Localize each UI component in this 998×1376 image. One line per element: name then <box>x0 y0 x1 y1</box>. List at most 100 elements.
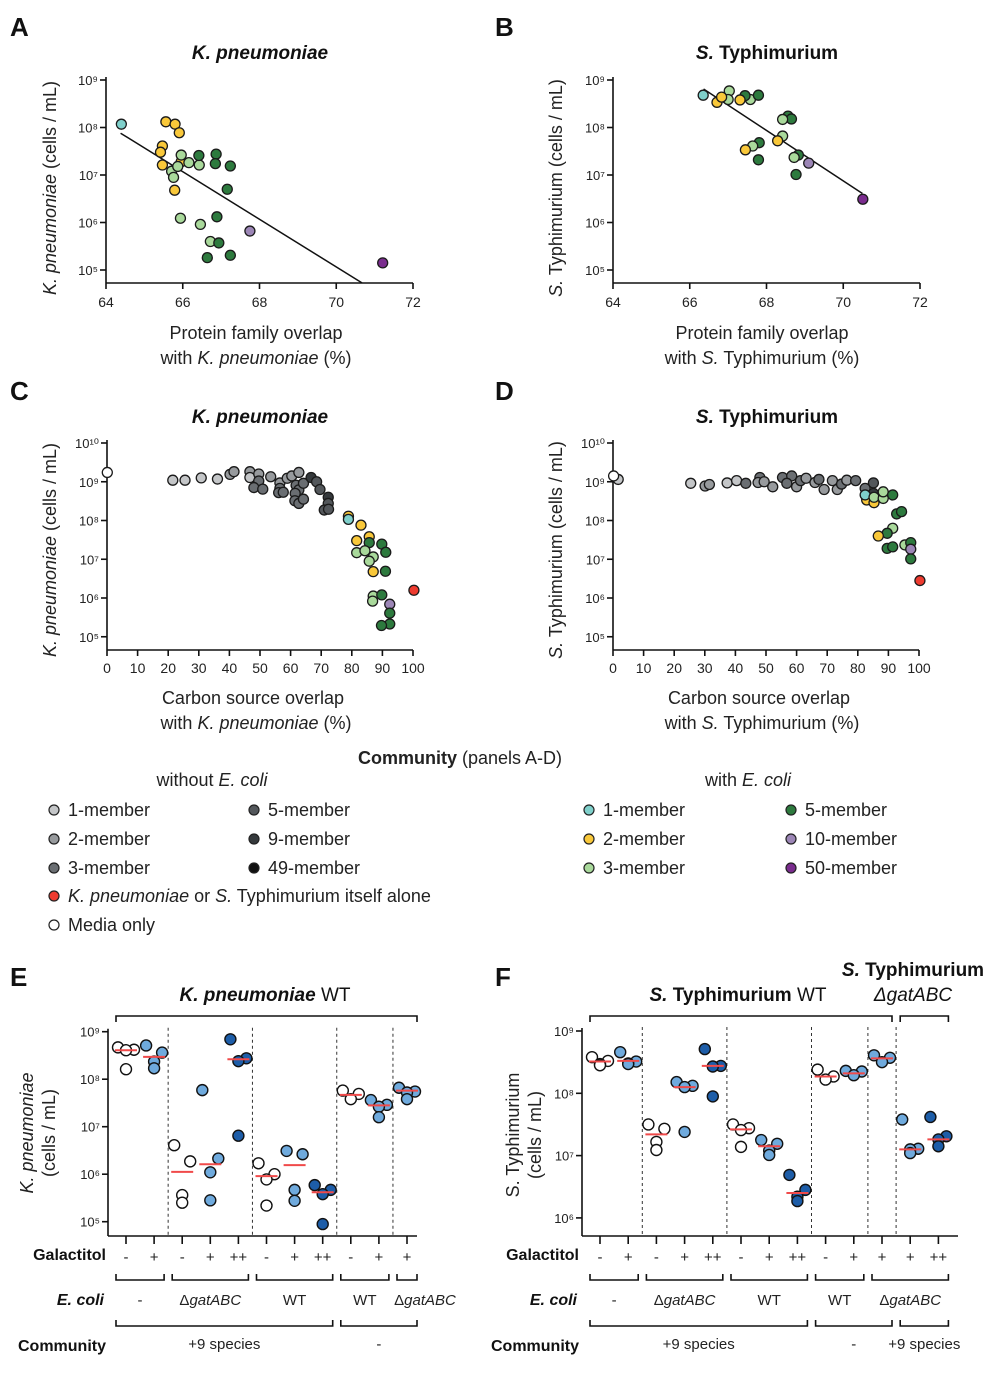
top-bracket <box>115 1015 418 1022</box>
data-point-wo1 <box>685 477 697 489</box>
legend-label-wo5: 5-member <box>268 800 350 820</box>
data-point-light <box>755 1133 768 1147</box>
data-point-open <box>336 1084 349 1097</box>
legend-marker-wo5 <box>248 804 260 816</box>
galactitol-level: + <box>150 1249 159 1266</box>
community-bracket <box>899 1320 950 1327</box>
data-point-dark <box>316 1217 329 1231</box>
data-point-w1 <box>342 513 355 525</box>
legend-label-w5: 5-member <box>805 800 887 820</box>
legend-marker-w50 <box>785 862 797 874</box>
data-point-w2 <box>156 159 169 171</box>
ecoli-bracket <box>730 1274 809 1281</box>
data-point-dark <box>308 1178 321 1192</box>
data-point-w2 <box>351 535 363 547</box>
data-point-w5 <box>376 589 388 601</box>
y-tick-label: 10⁹ <box>80 1025 100 1040</box>
data-point-w3 <box>776 113 789 126</box>
data-point-w3 <box>172 160 184 173</box>
panel-c-xlabel-2: with K. pneumoniae (%) <box>159 713 351 733</box>
data-point-w3 <box>194 218 207 231</box>
ecoli-bracket <box>396 1274 418 1281</box>
x-tick-label: 50 <box>252 660 268 676</box>
data-point-w1 <box>697 89 709 101</box>
y-tick-label: 10⁸ <box>554 1086 574 1101</box>
legend-without-heading: without E. coli <box>155 770 268 790</box>
legend-with-heading: with E. coli <box>704 770 792 790</box>
ecoli-bracket <box>814 1274 865 1281</box>
galactitol-level: ++ <box>704 1249 722 1266</box>
data-point-light <box>288 1183 301 1197</box>
top-bracket <box>899 1015 950 1022</box>
data-point-open <box>585 1050 599 1064</box>
community-label: - <box>376 1336 381 1353</box>
data-point-w2 <box>169 184 181 196</box>
regression-line <box>120 132 363 284</box>
legend-marker-w10 <box>785 833 797 845</box>
y-tick-label: 10⁹ <box>79 475 99 490</box>
data-point-light <box>763 1148 776 1162</box>
data-point-w5 <box>224 249 236 261</box>
data-point-wo2 <box>758 476 770 488</box>
data-point-light <box>372 1110 386 1124</box>
data-point-wo2 <box>228 466 240 478</box>
ecoli-bracket <box>589 1274 639 1281</box>
data-point-wo3 <box>257 483 269 495</box>
data-point-w3 <box>868 491 880 503</box>
data-point-w10 <box>803 157 815 169</box>
data-point-wo2 <box>703 478 716 491</box>
data-point-wo3 <box>740 477 752 489</box>
y-tick-label: 10⁹ <box>585 73 605 88</box>
legend-label-wo2: 2-member <box>68 829 150 849</box>
legend-label-w3: 3-member <box>603 858 685 878</box>
galactitol-level: + <box>206 1249 215 1266</box>
data-point-light <box>896 1113 909 1126</box>
data-point-w5 <box>384 607 396 619</box>
x-tick-label: 30 <box>697 660 713 676</box>
galactitol-level: - <box>348 1249 353 1266</box>
panel-e-ecoli-label: E. coli <box>57 1292 105 1309</box>
data-point-w5 <box>790 168 802 181</box>
data-point-w5 <box>887 541 899 553</box>
legend-marker-w1 <box>583 804 595 816</box>
ecoli-bracket <box>255 1274 334 1281</box>
x-tick-label: 90 <box>375 660 391 676</box>
x-tick-label: 66 <box>682 294 698 310</box>
data-point-w3 <box>175 149 187 161</box>
panel-b-xlabel: Protein family overlap <box>675 323 848 343</box>
data-point-w2 <box>355 519 367 531</box>
x-tick-label: 68 <box>252 294 268 310</box>
galactitol-level: + <box>375 1249 384 1266</box>
data-point-wo3 <box>297 477 310 489</box>
data-point-dark <box>224 1033 237 1046</box>
x-tick-label: 70 <box>313 660 329 676</box>
legend-label-w2: 2-member <box>603 829 685 849</box>
ecoli-bracket <box>645 1274 724 1281</box>
data-point-dark <box>791 1194 804 1208</box>
data-point-wo2 <box>800 472 812 484</box>
data-point-light <box>204 1194 217 1207</box>
data-point-open <box>119 1063 133 1076</box>
x-tick-label: 10 <box>636 660 652 676</box>
x-tick-label: 10 <box>130 660 146 676</box>
data-point-light <box>196 1083 209 1097</box>
data-point-dark <box>706 1090 719 1103</box>
y-tick-label: 10⁹ <box>78 73 98 88</box>
galactitol-level: + <box>680 1249 689 1266</box>
panel-b-ylabel: S. Typhimurium (cells / mL) <box>546 79 566 297</box>
legend-marker-alone <box>48 890 60 902</box>
ecoli-bracket <box>871 1274 950 1281</box>
data-point-w3 <box>167 171 180 184</box>
y-tick-label: 10⁶ <box>78 216 98 231</box>
data-point-w5 <box>379 565 392 577</box>
data-point-light <box>400 1092 414 1106</box>
ecoli-strain-label: - <box>612 1292 617 1309</box>
data-point-w3 <box>788 151 800 164</box>
galactitol-level: - <box>264 1249 269 1266</box>
y-tick-label: 10⁶ <box>585 591 605 606</box>
galactitol-level: + <box>878 1249 887 1266</box>
x-tick-label: 64 <box>98 294 114 310</box>
data-point-light <box>204 1166 217 1179</box>
